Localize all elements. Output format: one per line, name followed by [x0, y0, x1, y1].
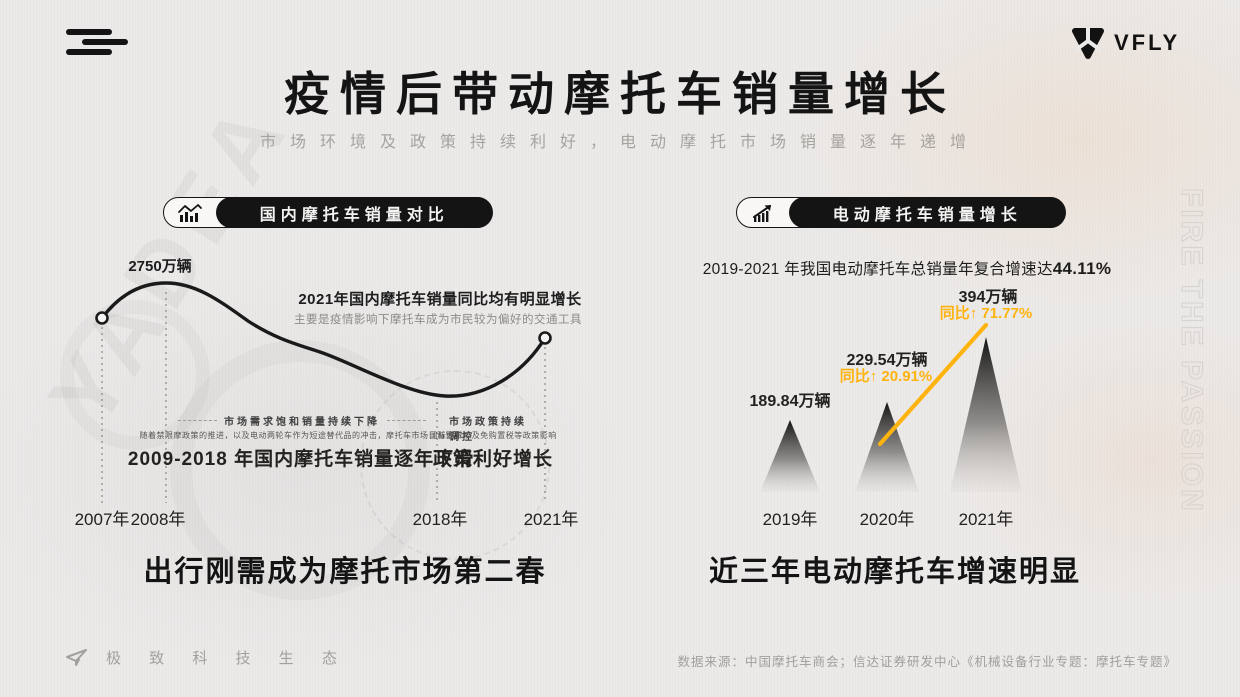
- value-2021: 394万辆: [958, 289, 1018, 306]
- left-note-title: 2021年国内摩托车销量同比均有明显增长: [298, 291, 582, 308]
- triangle-2021: [950, 337, 1022, 492]
- curve-end-marker: [538, 331, 552, 345]
- phase1-title: 2009-2018 年国内摩托车销量逐年下滑: [127, 449, 475, 470]
- data-source: 数据来源：中国摩托车商会；信达证券研发中心《机械设备行业专题：摩托车专题》: [677, 655, 1177, 669]
- x-label-2020: 2020年: [859, 510, 915, 529]
- x-label-2007: 2007年: [74, 510, 130, 529]
- vfly-logo: VFLY: [1070, 26, 1180, 60]
- menu-bar-top: [66, 29, 112, 35]
- page-subtitle: 市场环境及政策持续利好，电动摩托市场销量逐年递增: [259, 134, 980, 151]
- right-summary: 2019-2021 年我国电动摩托车总销量年复合增速达44.11%: [703, 257, 1112, 279]
- menu-bar-middle: [82, 39, 128, 45]
- tab-domestic-sales[interactable]: 国内摩托车销量对比: [163, 197, 493, 228]
- footer-slogan-text: 极 致 科 技 生 态: [106, 649, 349, 667]
- electric-sales-triangle-chart: [760, 322, 1022, 492]
- vfly-logo-text: VFLY: [1114, 30, 1181, 55]
- triangle-2019: [760, 420, 820, 492]
- fire-the-passion-watermark: FIRE THE PASSION: [1175, 188, 1209, 515]
- phase2-tag: 市场政策持续调控: [449, 417, 527, 443]
- domestic-sales-line-chart: [95, 281, 552, 503]
- phase2-title: 政策利好增长: [432, 449, 554, 470]
- trend-up-icon: [737, 203, 789, 223]
- x-label-2021: 2021年: [523, 510, 579, 529]
- phase2-tag-line: 市场政策持续调控: [442, 413, 546, 443]
- growth-trend-line: [877, 322, 989, 447]
- page-title: 疫情后带动摩托车销量增长: [284, 68, 956, 120]
- bar-chart-icon: [164, 203, 216, 223]
- menu-icon[interactable]: [66, 29, 130, 57]
- left-headline: 出行刚需成为摩托市场第二春: [143, 556, 547, 588]
- phase2-note: 国标要求以及免购置税等政策影响: [429, 431, 557, 440]
- phase1-tag-line: 市场需求饱和销量持续下降: [178, 413, 426, 428]
- sales-curve: [100, 281, 547, 398]
- x-label-2019: 2019年: [762, 510, 818, 529]
- tab-domestic-sales-label: 国内摩托车销量对比: [216, 197, 493, 228]
- tab-electric-growth[interactable]: 电动摩托车销量增长: [736, 197, 1066, 228]
- peak-value-label: 2750万辆: [128, 258, 192, 275]
- footer-slogan: 极 致 科 技 生 态: [64, 645, 349, 669]
- phase1-tag: 市场需求饱和销量持续下降: [224, 417, 380, 428]
- x-label-2008: 2008年: [130, 510, 186, 529]
- right-summary-value: 44.11%: [1052, 259, 1112, 278]
- value-2020: 229.54万辆: [846, 352, 928, 369]
- right-headline: 近三年电动摩托车增速明显: [708, 556, 1082, 588]
- yoy-2020: 同比↑ 20.91%: [839, 368, 933, 385]
- left-note-sub: 主要是疫情影响下摩托车成为市民较为偏好的交通工具: [294, 314, 582, 326]
- x-label-2021-right: 2021年: [958, 510, 1014, 529]
- dashed-ring-hint: [360, 370, 550, 560]
- yoy-2021: 同比↑ 71.77%: [939, 305, 1033, 322]
- paper-plane-icon: [66, 649, 87, 666]
- curve-start-marker: [95, 311, 109, 325]
- x-label-2018: 2018年: [412, 510, 468, 529]
- tab-electric-growth-label: 电动摩托车销量增长: [789, 197, 1066, 228]
- phase1-note: 随着禁限摩政策的推进，以及电动两轮车作为短途替代品的冲击，摩托车市场日渐饱和: [139, 431, 463, 440]
- vfly-logo-icon: [1072, 27, 1104, 59]
- value-2019: 189.84万辆: [749, 393, 831, 410]
- triangle-2020: [855, 402, 919, 492]
- menu-bar-bottom: [66, 49, 112, 55]
- right-summary-prefix: 2019-2021 年我国电动摩托车总销量年复合增速达: [702, 261, 1053, 278]
